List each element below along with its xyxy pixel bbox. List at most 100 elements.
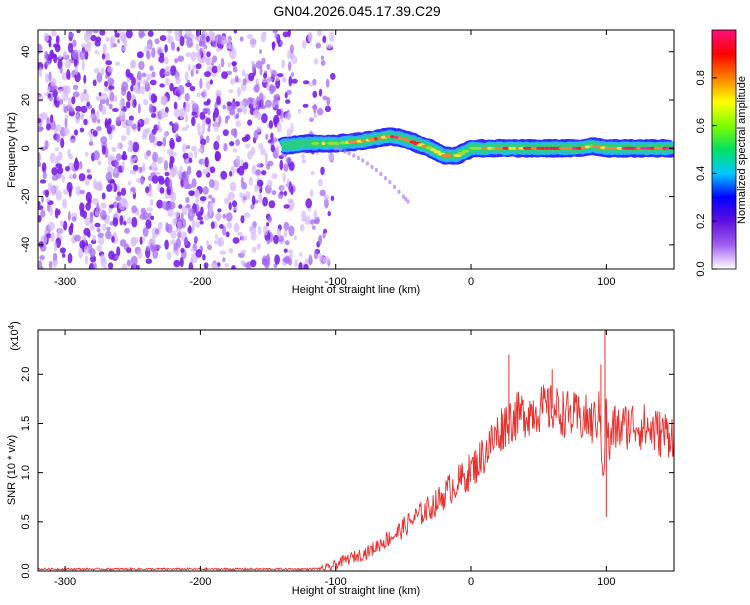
noise-blob xyxy=(67,211,71,222)
noise-blob xyxy=(271,41,276,48)
noise-blob xyxy=(95,95,102,101)
ridge-halo xyxy=(394,127,401,148)
noise-blob xyxy=(252,99,257,105)
noise-blob xyxy=(62,188,69,195)
noise-blob xyxy=(123,38,128,48)
noise-blob xyxy=(317,107,324,116)
noise-blob xyxy=(79,127,85,133)
noise-blob xyxy=(79,189,85,195)
noise-blob xyxy=(216,266,221,269)
noise-blob xyxy=(289,44,294,54)
noise-blob xyxy=(194,150,198,159)
noise-blob xyxy=(78,247,84,259)
noise-blob xyxy=(302,39,307,49)
noise-blob xyxy=(38,43,43,54)
noise-blob xyxy=(261,261,269,266)
noise-blob xyxy=(188,225,192,234)
ridge-halo xyxy=(408,131,415,152)
noise-blob xyxy=(261,78,269,83)
noise-blob xyxy=(137,249,143,259)
ridge-halo xyxy=(554,138,561,159)
noise-blob xyxy=(131,205,138,214)
ridge-halo xyxy=(302,133,309,154)
ridge-halo xyxy=(362,130,369,151)
noise-blob xyxy=(286,89,292,95)
noise-blob xyxy=(279,159,284,171)
ridge-halo xyxy=(359,131,366,152)
ridge-halo xyxy=(311,133,318,154)
noise-blob xyxy=(78,173,86,182)
noise-blob xyxy=(165,106,169,114)
ridge-halo xyxy=(568,138,575,159)
noise-blob xyxy=(180,212,184,223)
noise-blob xyxy=(154,38,160,45)
noise-blob xyxy=(206,35,210,43)
noise-blob xyxy=(195,63,202,70)
noise-blob xyxy=(63,220,68,231)
noise-blob xyxy=(201,91,206,98)
ridge-halo xyxy=(616,138,623,159)
noise-blob xyxy=(197,53,202,63)
noise-blob xyxy=(46,197,50,203)
secondary-trace-point xyxy=(356,155,360,161)
noise-blob xyxy=(185,145,191,150)
noise-blob xyxy=(290,185,294,196)
noise-blob xyxy=(93,262,97,269)
noise-blob xyxy=(111,236,115,243)
noise-blob xyxy=(174,58,179,64)
noise-blob xyxy=(104,87,110,92)
noise-blob xyxy=(164,44,168,53)
noise-blob xyxy=(100,92,108,101)
noise-blob xyxy=(241,181,248,190)
noise-blob xyxy=(111,146,117,152)
noise-blob xyxy=(239,36,244,42)
noise-blob xyxy=(144,81,150,92)
ridge-halo xyxy=(492,138,499,159)
noise-blob xyxy=(266,239,270,245)
noise-blob xyxy=(142,211,149,221)
noise-blob xyxy=(59,66,63,74)
noise-blob xyxy=(187,63,191,72)
noise-blob xyxy=(50,231,55,242)
noise-blob xyxy=(49,205,53,216)
noise-blob xyxy=(309,117,314,123)
noise-blob xyxy=(109,91,115,102)
noise-blob xyxy=(94,50,100,55)
noise-blob xyxy=(319,189,326,197)
noise-blob xyxy=(94,40,101,47)
noise-blob xyxy=(125,30,133,39)
ridge-halo xyxy=(281,135,288,156)
ridge-halo xyxy=(294,134,301,155)
noise-blob xyxy=(190,69,194,77)
noise-blob xyxy=(235,112,240,119)
ridge-hotspot xyxy=(544,146,550,150)
colorbar-tick-label: 0.8 xyxy=(695,70,707,85)
noise-blob xyxy=(104,80,109,88)
snr-plot-area xyxy=(38,330,674,571)
noise-blob xyxy=(248,176,253,186)
noise-blob xyxy=(150,162,158,172)
noise-blob xyxy=(329,31,335,43)
noise-blob xyxy=(177,220,182,230)
noise-blob xyxy=(133,99,137,107)
figure-title: GN04.2026.045.17.39.C29 xyxy=(273,3,441,19)
noise-blob xyxy=(267,77,271,84)
noise-blob xyxy=(104,118,109,129)
noise-blob xyxy=(288,61,292,72)
noise-blob xyxy=(315,42,321,49)
noise-blob xyxy=(200,206,204,216)
ridge-hotspot xyxy=(654,146,659,150)
noise-blob xyxy=(53,242,58,252)
noise-blob xyxy=(55,133,61,143)
noise-blob xyxy=(97,160,102,166)
noise-blob xyxy=(173,151,177,157)
noise-blob xyxy=(240,249,247,254)
ridge-halo xyxy=(305,133,312,154)
noise-blob xyxy=(322,35,327,43)
noise-blob xyxy=(84,49,89,60)
noise-blob xyxy=(260,31,267,43)
noise-blob xyxy=(157,120,161,131)
noise-blob xyxy=(263,72,268,79)
x-tick-label: -100 xyxy=(325,576,347,588)
